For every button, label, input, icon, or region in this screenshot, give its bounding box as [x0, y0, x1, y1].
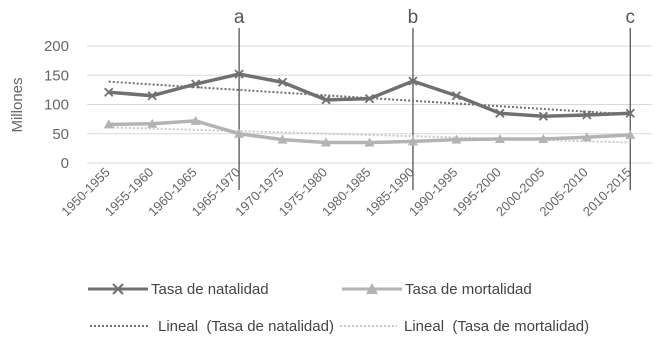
data-point-0-4	[277, 77, 288, 87]
gridlines	[87, 45, 652, 164]
trendline-1	[108, 126, 631, 144]
data-point-0-3	[234, 69, 244, 79]
legend-label-trend-mortalidad: Lineal (Tasa de mortalidad)	[404, 318, 589, 335]
data-point-0-0	[104, 87, 114, 97]
data-point-1-10	[538, 134, 549, 144]
data-point-0-1	[147, 91, 157, 101]
data-point-1-1	[147, 118, 158, 128]
y-axis-label: Millones	[9, 77, 26, 132]
y-tick-label-100: 100	[44, 97, 69, 114]
legend-item-mortalidad: Tasa de mortalidad	[342, 281, 532, 298]
legend-triangle-marker	[366, 283, 378, 294]
annotation-label-b: b	[408, 7, 419, 28]
annotation-label-a: a	[234, 7, 245, 28]
series-lines	[103, 69, 636, 147]
legend-label-trend-natalidad: Lineal (Tasa de natalidad)	[158, 318, 334, 335]
y-tick-label-150: 150	[44, 67, 69, 84]
legend-label-natalidad: Tasa de natalidad	[151, 281, 269, 298]
legend-item-natalidad: Tasa de natalidad	[88, 281, 269, 298]
data-point-1-9	[494, 134, 505, 144]
data-point-1-11	[581, 132, 592, 142]
legend-label-mortalidad: Tasa de mortalidad	[405, 281, 532, 298]
data-point-1-5	[321, 137, 332, 147]
data-point-0-2	[191, 79, 201, 89]
data-point-0-6	[364, 94, 375, 104]
data-point-0-10	[538, 111, 548, 121]
data-point-0-7	[408, 76, 418, 86]
annotation-label-c: c	[626, 7, 636, 28]
legend-item-trend-mortalidad: Lineal (Tasa de mortalidad)	[340, 318, 589, 335]
legend: Tasa de natalidad Tasa de mortalidad Lin…	[88, 281, 589, 335]
data-point-1-12	[625, 129, 636, 139]
data-point-1-7	[407, 136, 418, 146]
legend-x-marker	[112, 283, 124, 295]
data-point-0-12	[625, 108, 635, 118]
y-axis-ticks: 0 50 100 150 200	[44, 38, 69, 172]
data-point-1-2	[190, 115, 201, 125]
data-point-0-5	[321, 95, 331, 105]
data-point-1-3	[234, 128, 245, 138]
data-point-1-6	[364, 137, 375, 147]
data-point-0-11	[582, 110, 592, 120]
data-point-1-8	[451, 134, 462, 144]
y-tick-label-50: 50	[52, 126, 69, 143]
data-point-1-0	[103, 119, 114, 129]
y-tick-label-200: 200	[44, 38, 69, 55]
data-point-0-9	[495, 108, 505, 118]
annotation-lines: a b c	[234, 7, 635, 190]
legend-item-trend-natalidad: Lineal (Tasa de natalidad)	[90, 318, 334, 335]
x-axis-ticks: 1950-19551955-19601960-19651965-19701970…	[58, 165, 634, 220]
data-point-0-8	[451, 91, 462, 101]
data-point-1-4	[277, 134, 288, 144]
y-tick-label-0: 0	[61, 155, 69, 172]
